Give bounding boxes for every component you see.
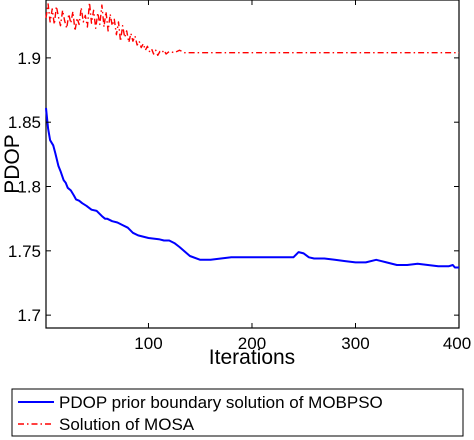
ticks-layer: 100 200 300 400 1.7 1.75 1.8 1.85 1.9 [8,0,471,353]
x-tick-label-3: 400 [443,334,471,353]
y-tick-label-4: 1.9 [17,49,41,68]
legend: PDOP prior boundary solution of MOBPSO S… [11,388,464,437]
y-tick-label-1: 1.75 [8,242,41,261]
x-axis-label: Iterations [209,346,295,369]
x-tick-label-2: 300 [341,334,369,353]
axes-box [45,0,460,329]
y-axis-label: PDOP [1,134,24,194]
series-line-1 [45,1,459,56]
legend-label-mosa: Solution of MOSA [59,415,195,434]
legend-label-mobpso: PDOP prior boundary solution of MOBPSO [59,393,383,412]
series-line-0 [45,107,459,269]
legend-box [11,388,464,437]
x-tick-label-0: 100 [134,334,162,353]
series-layer [45,1,459,269]
y-tick-label-0: 1.7 [17,306,41,325]
y-tick-label-3: 1.85 [8,113,41,132]
y-tick-label-2: 1.8 [17,178,41,197]
plot-area: 100 200 300 400 1.7 1.75 1.8 1.85 1.9 [8,0,471,353]
x-tick-label-1: 200 [238,334,266,353]
